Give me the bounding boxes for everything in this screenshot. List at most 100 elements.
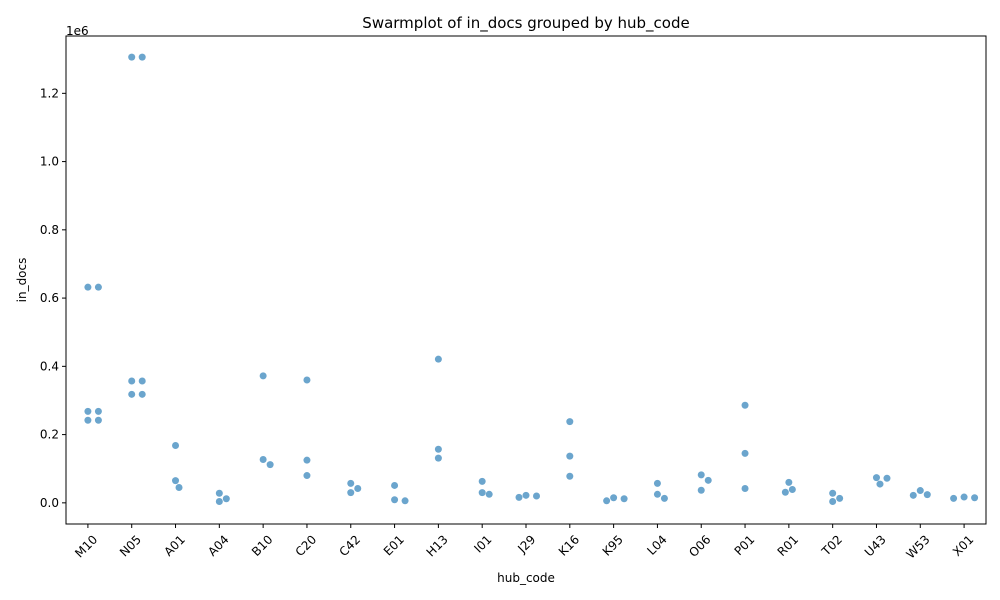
data-point-K16	[566, 418, 574, 426]
data-point-O06	[697, 486, 705, 494]
data-point-P01	[741, 485, 749, 493]
data-point-L04	[653, 479, 661, 487]
y-tick-label: 0.6	[40, 291, 59, 305]
data-point-W53	[909, 491, 917, 499]
data-point-X01	[971, 494, 979, 502]
data-point-L04	[660, 494, 668, 502]
data-point-W53	[916, 487, 924, 495]
x-axis-label: hub_code	[497, 571, 555, 585]
data-point-M10	[84, 407, 92, 415]
data-point-K95	[610, 494, 618, 502]
data-point-K95	[603, 497, 611, 505]
data-point-T02	[829, 489, 837, 497]
x-tick-label: J29	[514, 532, 538, 556]
y-axis-label: in_docs	[15, 258, 29, 303]
data-point-O06	[697, 471, 705, 479]
data-point-C42	[347, 489, 355, 497]
y-tick-label: 0.8	[40, 223, 59, 237]
x-tick-label: P01	[732, 532, 758, 558]
data-point-I01	[485, 490, 493, 498]
y-tick-label: 1.2	[40, 86, 59, 100]
data-point-U43	[876, 480, 884, 488]
x-tick-label: W53	[904, 532, 933, 561]
x-tick-label: K16	[556, 532, 582, 558]
y-tick-label: 0.2	[40, 428, 59, 442]
data-point-M10	[94, 407, 102, 415]
y-axis-ticks: 0.0 0.2 0.4 0.6 0.8 1.0 1.2	[40, 86, 66, 510]
data-point-C20	[303, 456, 311, 464]
x-tick-label: A04	[205, 532, 232, 559]
data-point-J29	[522, 491, 530, 499]
y-tick-label: 0.0	[40, 496, 59, 510]
data-point-U43	[872, 474, 880, 482]
data-point-M10	[94, 283, 102, 291]
data-point-M10	[94, 416, 102, 424]
x-tick-label: L04	[644, 532, 669, 557]
data-point-O06	[704, 476, 712, 484]
data-point-E01	[391, 481, 399, 489]
data-point-B10	[266, 461, 274, 469]
x-tick-label: B10	[249, 532, 276, 559]
data-point-A01	[172, 442, 180, 450]
data-point-H13	[434, 454, 442, 462]
data-point-N05	[138, 53, 146, 61]
data-point-J29	[533, 492, 540, 500]
x-tick-label: H13	[424, 532, 451, 559]
plot-frame	[65, 35, 987, 525]
data-point-X01	[960, 493, 968, 501]
data-point-X01	[950, 494, 958, 502]
x-tick-label: C42	[336, 532, 363, 559]
data-points	[84, 53, 979, 505]
data-point-C20	[303, 376, 311, 384]
x-tick-label: I01	[471, 532, 494, 555]
data-point-R01	[788, 486, 796, 494]
data-point-E01	[391, 496, 399, 504]
x-tick-label: N05	[117, 532, 144, 559]
data-point-L04	[653, 490, 661, 498]
data-point-N05	[138, 390, 146, 398]
x-tick-label: T02	[818, 532, 845, 559]
x-tick-label: K95	[600, 532, 626, 558]
x-tick-label: O06	[686, 532, 713, 559]
data-point-T02	[836, 494, 844, 502]
data-point-R01	[785, 478, 793, 486]
y-tick-label: 0.4	[40, 359, 59, 373]
x-tick-label: X01	[950, 532, 977, 559]
data-point-C42	[347, 479, 355, 487]
data-point-U43	[883, 474, 891, 482]
data-point-N05	[128, 53, 136, 61]
data-point-A04	[222, 495, 230, 503]
data-point-B10	[259, 456, 267, 464]
data-point-E01	[401, 497, 409, 505]
data-point-K16	[566, 472, 574, 480]
data-point-C42	[354, 485, 362, 493]
x-tick-label: A01	[161, 532, 188, 559]
data-point-N05	[128, 390, 136, 398]
data-point-K95	[620, 495, 628, 503]
data-point-J29	[515, 493, 523, 501]
x-tick-label: U43	[862, 532, 889, 559]
data-point-N05	[138, 377, 146, 385]
data-point-P01	[741, 401, 749, 409]
x-tick-label: C20	[293, 532, 320, 559]
y-offset-label: 1e6	[66, 24, 89, 38]
x-tick-label: E01	[381, 532, 407, 558]
data-point-R01	[781, 488, 789, 496]
data-point-H13	[434, 355, 442, 363]
data-point-A01	[175, 483, 183, 491]
data-point-W53	[923, 491, 931, 499]
x-tick-label: R01	[775, 532, 802, 559]
data-point-N05	[128, 377, 136, 385]
data-point-M10	[84, 416, 92, 424]
x-axis-ticks: M10 N05 A01 A04 B10 C20 C42 E01 H13 I01 J29 K16 K95 L…	[72, 524, 976, 562]
data-point-B10	[259, 372, 267, 380]
data-point-A01	[172, 477, 180, 485]
data-point-A04	[215, 489, 223, 497]
data-point-I01	[478, 477, 486, 485]
y-tick-label: 1.0	[40, 155, 59, 169]
data-point-P01	[741, 449, 749, 457]
chart-title: Swarmplot of in_docs grouped by hub_code	[362, 14, 689, 33]
data-point-H13	[434, 445, 442, 453]
data-point-A04	[215, 497, 223, 505]
